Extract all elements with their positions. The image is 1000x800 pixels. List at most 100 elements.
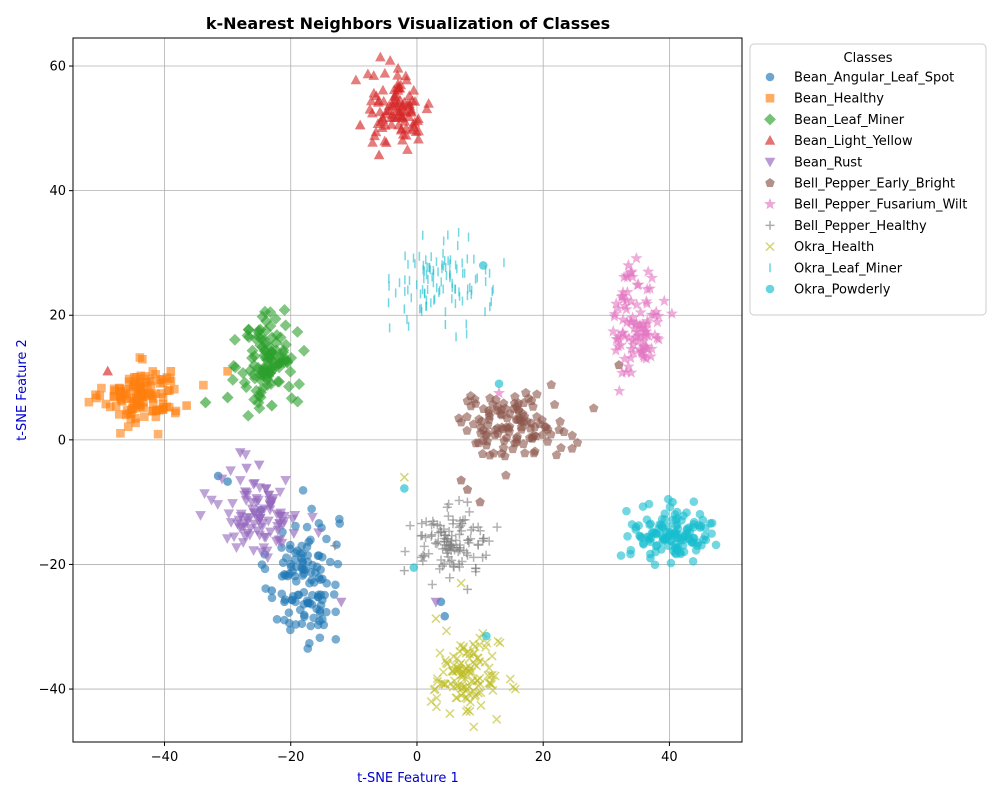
data-point (426, 697, 436, 707)
data-point (280, 597, 289, 607)
legend-label: Bell_Pepper_Fusarium_Wilt (794, 198, 967, 213)
data-point (509, 398, 520, 408)
data-point (413, 113, 424, 124)
data-point (462, 425, 472, 435)
data-point (588, 403, 599, 413)
data-point (682, 508, 691, 517)
data-point (298, 486, 308, 495)
data-point (466, 401, 476, 411)
data-point (492, 522, 502, 532)
data-point (281, 356, 294, 369)
data-point (640, 352, 653, 364)
data-point (409, 563, 419, 572)
data-point (620, 315, 634, 328)
data-point (116, 393, 126, 403)
y-tick-label: 20 (49, 309, 66, 324)
series-bean-healthy (84, 353, 232, 439)
data-point (350, 74, 362, 85)
data-point (508, 444, 518, 454)
data-point (462, 484, 473, 494)
data-point (285, 540, 295, 550)
data-point (227, 499, 238, 509)
data-point (448, 667, 458, 677)
legend-label: Okra_Powderly (794, 283, 891, 298)
data-point (637, 334, 650, 347)
data-point (668, 497, 677, 507)
data-point (646, 553, 655, 563)
data-point (138, 392, 148, 402)
data-point (102, 365, 114, 376)
legend-marker (765, 178, 775, 187)
data-point (354, 119, 366, 130)
data-point (448, 561, 458, 571)
data-point (307, 512, 318, 523)
data-point (625, 294, 638, 307)
data-point (260, 484, 272, 495)
data-point (256, 522, 268, 533)
series-okra-powderly (400, 261, 721, 641)
data-point (648, 308, 661, 321)
data-point (170, 384, 179, 394)
data-point (126, 414, 136, 424)
data-point (272, 525, 284, 536)
data-point (448, 519, 458, 529)
data-point (491, 394, 501, 404)
data-point (267, 593, 277, 603)
data-point (546, 379, 557, 389)
data-point (447, 531, 457, 541)
series-bean-rust (195, 448, 442, 608)
data-point (136, 374, 145, 383)
data-point (377, 113, 389, 124)
data-point (476, 700, 486, 710)
legend-marker (765, 72, 775, 82)
data-point (265, 527, 276, 538)
x-tick-label: −40 (151, 750, 178, 765)
data-point (251, 498, 262, 509)
legend-items: Bean_Angular_Leaf_Spot Bean_Healthy Bean_L… (763, 71, 967, 298)
data-point (460, 515, 470, 525)
data-point (288, 529, 300, 539)
data-point (370, 126, 382, 137)
data-point (537, 415, 547, 425)
data-point (335, 597, 347, 608)
data-point (291, 325, 304, 338)
data-point (647, 528, 657, 537)
data-point (698, 515, 708, 525)
data-point (508, 682, 518, 692)
data-point (307, 599, 317, 609)
data-point (322, 607, 331, 617)
data-point (95, 391, 105, 401)
data-point (549, 399, 560, 409)
data-point (518, 439, 529, 449)
data-point (265, 399, 278, 412)
data-point (437, 561, 447, 571)
data-point (279, 319, 292, 332)
data-point (492, 386, 506, 399)
data-point (260, 533, 272, 543)
data-point (529, 430, 539, 440)
data-point (475, 526, 485, 536)
data-point (427, 530, 437, 540)
data-point (302, 522, 312, 532)
data-point (567, 430, 577, 440)
legend-item: Okra_Health (765, 240, 874, 255)
data-point (440, 611, 450, 621)
data-point (512, 431, 522, 441)
data-point (455, 540, 465, 550)
data-point (473, 540, 483, 550)
data-point (405, 105, 417, 116)
data-point (614, 360, 624, 370)
data-point (263, 490, 274, 501)
legend: Classes Bean_Angular_Leaf_Spot Bean_Healt… (749, 43, 987, 316)
data-point (259, 324, 272, 337)
data-point (447, 555, 457, 565)
data-point (153, 429, 163, 439)
data-point (226, 373, 239, 386)
data-point (171, 406, 181, 416)
data-point (392, 69, 403, 80)
data-point (306, 567, 316, 577)
data-point (289, 511, 301, 521)
data-point (182, 401, 191, 410)
data-point (650, 560, 660, 570)
data-point (362, 68, 374, 79)
